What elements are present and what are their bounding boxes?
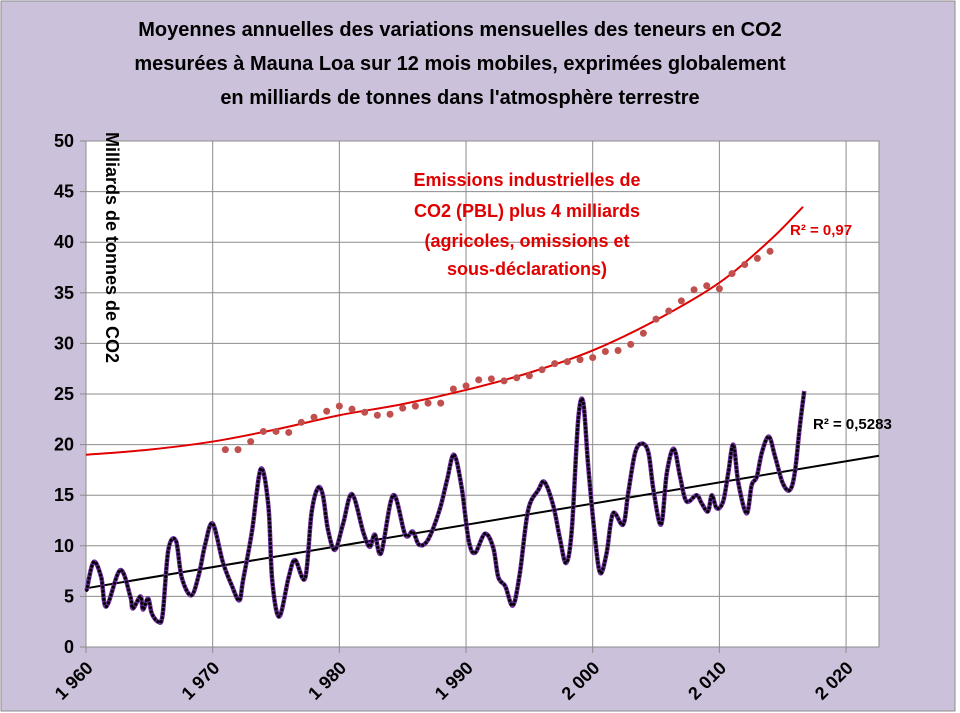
y-tick-label: 40 (54, 232, 74, 252)
r2-linear-label: R² = 0,5283 (813, 416, 892, 433)
emissions-point (766, 247, 774, 255)
mauna-loa-line (84, 390, 807, 625)
emissions-point (411, 402, 419, 410)
emissions-point (563, 358, 571, 366)
chart-title: Moyennes annuelles des variations mensue… (134, 19, 786, 109)
emissions-point (247, 438, 255, 446)
annotation-line-1: Emissions industrielles de (413, 170, 640, 190)
emissions-point (462, 382, 470, 390)
emissions-point (627, 340, 635, 348)
linear-trendline (85, 454, 880, 590)
y-tick-label: 50 (54, 131, 74, 151)
annotation-line-4: sous-déclarations) (447, 259, 607, 279)
title-line-1: Moyennes annuelles des variations mensue… (138, 19, 782, 41)
emissions-point (589, 354, 597, 362)
y-tick-label: 0 (64, 637, 74, 657)
emissions-point (272, 427, 280, 435)
emissions-point (601, 347, 609, 355)
emissions-point (449, 385, 457, 393)
emissions-point (665, 307, 673, 315)
emissions-point (437, 399, 445, 407)
emissions-point (234, 446, 242, 454)
emissions-point (487, 375, 495, 383)
emissions-point (221, 446, 229, 454)
emissions-point (373, 411, 381, 419)
emissions-point (424, 399, 432, 407)
emissions-point (348, 405, 356, 413)
y-tick-label: 15 (54, 485, 74, 505)
y-tick-label: 35 (54, 283, 74, 303)
annotation-line-2: CO2 (PBL) plus 4 milliards (414, 201, 640, 221)
emissions-point (551, 360, 559, 368)
gridlines (85, 140, 880, 648)
emissions-point (690, 286, 698, 294)
emissions-point (399, 404, 407, 412)
emissions-point (513, 374, 521, 382)
emissions-point (728, 270, 736, 278)
y-tick-label: 30 (54, 333, 74, 353)
emissions-point (285, 428, 293, 436)
emissions-point (335, 402, 343, 410)
emissions-trendline (85, 206, 804, 456)
y-tick-label: 45 (54, 182, 74, 202)
y-tick-label: 5 (64, 586, 74, 606)
emissions-point (741, 260, 749, 268)
emissions-point (259, 427, 267, 435)
title-line-2: mesurées à Mauna Loa sur 12 mois mobiles… (134, 53, 786, 75)
emissions-point (677, 297, 685, 305)
y-axis-ticks: 0 5 10 15 20 25 30 35 40 45 50 (54, 131, 86, 657)
emissions-point (297, 418, 305, 426)
emissions-point (753, 254, 761, 262)
emissions-point (614, 346, 622, 354)
r2-emissions-label: R² = 0,97 (790, 222, 852, 239)
annotation-line-3: (agricoles, omissions et (424, 231, 629, 251)
emissions-point (323, 407, 331, 415)
series-layer (84, 206, 880, 625)
emissions-point (361, 408, 369, 416)
y-tick-label: 25 (54, 384, 74, 404)
emissions-point (386, 410, 394, 418)
emissions-point (310, 413, 318, 421)
y-tick-label: 10 (54, 536, 74, 556)
emissions-point (703, 282, 711, 290)
emissions-point (475, 376, 483, 384)
title-line-3: en milliards de tonnes dans l'atmosphère… (220, 87, 699, 109)
emissions-point (576, 356, 584, 364)
y-tick-label: 20 (54, 435, 74, 455)
emissions-point (500, 377, 508, 385)
emissions-point (525, 372, 533, 380)
emissions-annotation: Emissions industrielles de CO2 (PBL) plu… (413, 170, 640, 279)
emissions-point (639, 329, 647, 337)
emissions-point (715, 285, 723, 293)
emissions-point (538, 366, 546, 374)
y-axis-label: Milliards de tonnes de CO2 (102, 132, 122, 363)
emissions-point (652, 315, 660, 323)
